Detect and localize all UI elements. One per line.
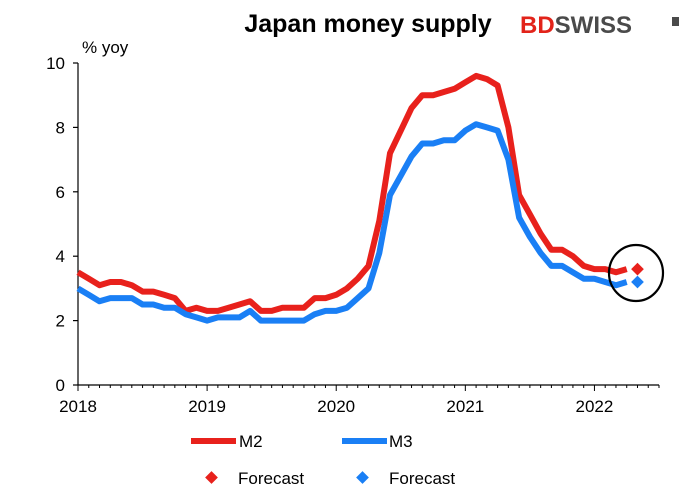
logo-bd: BD [520,12,555,39]
forecast-points [631,262,644,289]
forecast-highlight-circle [607,243,665,303]
legend-swatch-forecast-m2 [205,471,218,484]
legend: M2 M3 Forecast Forecast [191,432,455,488]
x-tick-label: 2020 [317,397,355,416]
series-line-m2 [76,72,628,314]
logo-mark-icon [672,17,679,26]
forecast-point-m3 [631,275,644,289]
legend-item-m3: M3 [342,432,413,451]
y-axis-unit-label: % yoy [82,38,129,57]
chart-title: Japan money supply [244,10,491,38]
y-tick-label: 10 [46,54,65,73]
y-tick-label: 0 [56,376,65,395]
legend-label-forecast-m3: Forecast [389,469,455,488]
x-tick-label: 2019 [188,397,226,416]
x-tick-label: 2021 [446,397,484,416]
legend-item-forecast-m2: Forecast [205,469,304,488]
forecast-point-m2 [631,262,644,276]
legend-label-forecast-m2: Forecast [238,469,304,488]
series-line-m3 [76,121,628,324]
legend-label-m3: M3 [389,432,413,451]
legend-item-forecast-m3: Forecast [356,469,455,488]
y-tick-label: 8 [56,118,65,137]
svg-text:BDSWISS: BDSWISS [520,12,632,39]
y-tick-label: 4 [56,247,65,266]
axes [77,63,659,386]
y-tick-label: 6 [56,183,65,202]
series-lines [76,72,628,324]
y-ticks: 0 2 4 6 8 10 [46,54,78,395]
legend-label-m2: M2 [239,432,263,451]
x-tick-label: 2022 [576,397,614,416]
y-tick-label: 2 [56,312,65,331]
x-ticks: 2018 2019 2020 2021 2022 [59,385,660,416]
logo-swiss: SWISS [555,12,632,39]
legend-item-m2: M2 [191,432,263,451]
legend-swatch-forecast-m3 [356,471,369,484]
x-tick-label: 2018 [59,397,97,416]
brand-logo: BDSWISS [520,12,679,39]
